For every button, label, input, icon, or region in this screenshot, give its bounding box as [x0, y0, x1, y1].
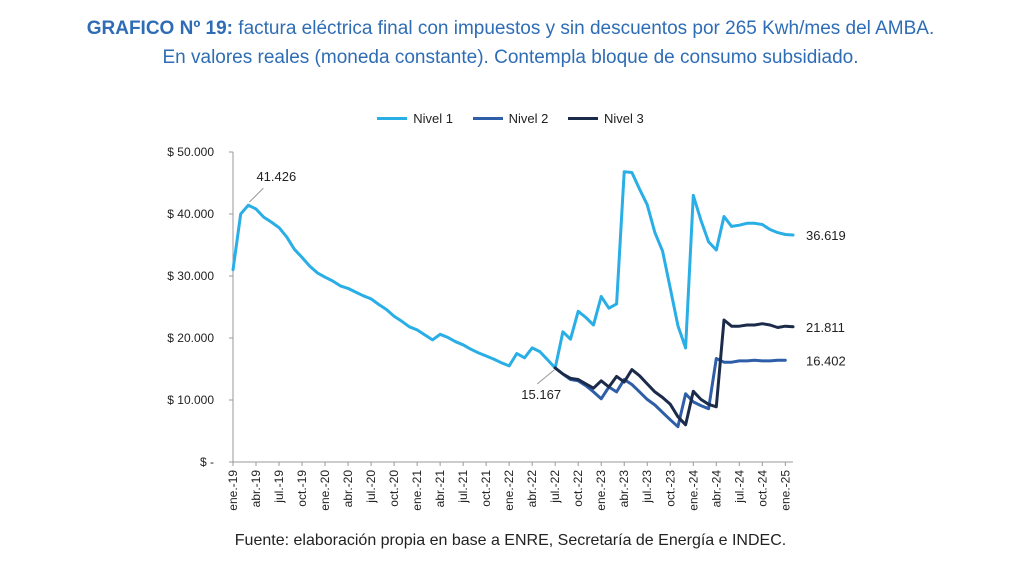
legend-item-nivel-3: Nivel 3: [568, 111, 644, 126]
data-label: 16.402: [806, 353, 846, 368]
x-tick-label: ene.-25: [778, 470, 792, 511]
x-tick-label: oct.-22: [571, 470, 585, 507]
x-tick-label: jul.-19: [272, 470, 286, 504]
y-tick-label: $ -: [200, 455, 214, 469]
chart-title-block: GRAFICO Nº 19: factura eléctrica final c…: [0, 14, 1021, 72]
title-line-2: En valores reales (moneda constante). Co…: [162, 47, 859, 68]
title-line-1: GRAFICO Nº 19: factura eléctrica final c…: [0, 14, 1021, 43]
x-tick-label: abr.-24: [709, 470, 723, 508]
y-tick-label: $ 40.000: [167, 207, 214, 221]
x-tick-label: abr.-23: [617, 470, 631, 508]
x-tick-label: jul.-20: [364, 470, 378, 504]
series-line-nivel-3: [553, 318, 795, 427]
x-tick-label: abr.-22: [525, 470, 539, 508]
x-tick-label: abr.-19: [249, 470, 263, 508]
x-tick-label: oct.-20: [387, 470, 401, 507]
x-tick-label: jul.-21: [456, 470, 470, 504]
legend-swatch-nivel-2: [472, 117, 503, 120]
x-tick-label: jul.-24: [732, 470, 746, 504]
x-tick-label: jul.-23: [640, 470, 654, 504]
x-tick-label: abr.-21: [433, 470, 447, 508]
x-tick-label: oct.-24: [755, 470, 769, 507]
x-tick-label: ene.-23: [594, 470, 608, 511]
x-tick-label: ene.-21: [410, 470, 424, 511]
series-line-nivel-2: [553, 357, 787, 429]
x-tick-label: oct.-21: [479, 470, 493, 507]
series-line-nivel-1: [231, 170, 795, 370]
legend-swatch-nivel-3: [568, 117, 598, 120]
y-tick-label: $ 10.000: [167, 393, 214, 407]
legend-label-nivel-3: Nivel 3: [604, 111, 644, 126]
x-tick-label: oct.-19: [295, 470, 309, 507]
x-tick-label: jul.-22: [548, 470, 562, 504]
legend-item-nivel-1: Nivel 1: [377, 111, 453, 126]
x-tick-label: ene.-19: [226, 470, 240, 511]
legend-swatch-nivel-1: [377, 117, 408, 120]
callout-line: [536, 369, 555, 385]
chart-legend: Nivel 1 Nivel 2 Nivel 3: [0, 108, 1021, 126]
y-tick-label: $ 50.000: [167, 145, 214, 159]
y-tick-label: $ 20.000: [167, 331, 214, 345]
y-tick-label: $ 30.000: [167, 269, 214, 283]
legend-label-nivel-1: Nivel 1: [413, 111, 453, 126]
title-bold: GRAFICO Nº 19:: [86, 18, 234, 39]
data-label: 21.811: [806, 320, 845, 335]
callout-line: [248, 187, 264, 203]
x-tick-label: ene.-22: [502, 470, 516, 511]
x-tick-label: ene.-24: [686, 470, 700, 511]
legend-label-nivel-2: Nivel 2: [508, 111, 549, 126]
legend-item-nivel-2: Nivel 2: [472, 111, 549, 126]
x-tick-label: oct.-23: [663, 470, 677, 507]
data-label: 15.167: [521, 387, 561, 402]
title-rest: factura eléctrica final con impuestos y …: [233, 18, 935, 39]
data-label: 41.426: [256, 169, 296, 184]
x-tick-label: ene.-20: [318, 470, 332, 511]
x-tick-label: abr.-20: [341, 470, 355, 508]
data-label: 36.619: [806, 228, 846, 243]
source-note: Fuente: elaboración propia en base a ENR…: [234, 532, 787, 549]
